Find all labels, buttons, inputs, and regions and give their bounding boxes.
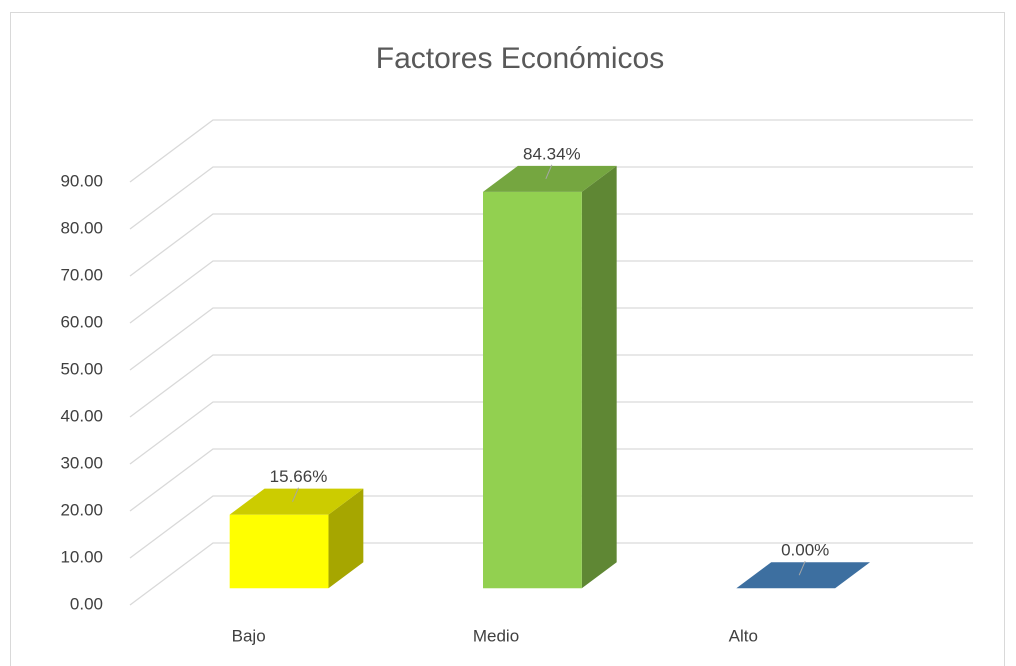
grid-line	[129, 542, 973, 606]
bar-side	[328, 488, 364, 589]
leader-line	[545, 164, 553, 180]
y-tick-label: 0.00	[70, 594, 103, 613]
grid-line	[129, 260, 973, 324]
y-tick-label: 10.00	[60, 547, 103, 566]
grid-line	[129, 119, 973, 183]
grid-line	[129, 166, 973, 230]
y-tick-label: 50.00	[60, 359, 103, 378]
bar-top	[229, 488, 364, 515]
grid-line	[129, 354, 973, 418]
chart-title: Factores Económicos	[376, 42, 664, 75]
data-label: 15.66%	[270, 467, 328, 486]
y-tick-label: 20.00	[60, 500, 103, 519]
y-tick-label: 40.00	[60, 406, 103, 425]
bar	[483, 191, 582, 589]
grid-line	[129, 495, 973, 559]
bar	[229, 514, 329, 589]
data-label: 84.34%	[523, 144, 581, 163]
x-tick-label: Bajo	[232, 626, 266, 645]
leader-line	[292, 487, 299, 502]
x-tick-label: Medio	[473, 626, 519, 645]
y-tick-label: 80.00	[60, 218, 103, 237]
y-tick-label: 30.00	[60, 453, 103, 472]
y-tick-label: 70.00	[60, 265, 103, 284]
data-label: 0.00%	[781, 541, 829, 560]
grid-line	[129, 213, 973, 277]
grid-line	[129, 448, 973, 512]
grid-line	[129, 307, 973, 371]
y-tick-label: 60.00	[60, 312, 103, 331]
bar-side	[581, 165, 617, 589]
x-tick-label: Alto	[729, 626, 758, 645]
y-tick-label: 90.00	[60, 171, 103, 190]
bar-top	[483, 165, 617, 192]
grid-line	[129, 401, 973, 465]
bar-top	[736, 562, 871, 589]
leader-line	[798, 561, 806, 576]
